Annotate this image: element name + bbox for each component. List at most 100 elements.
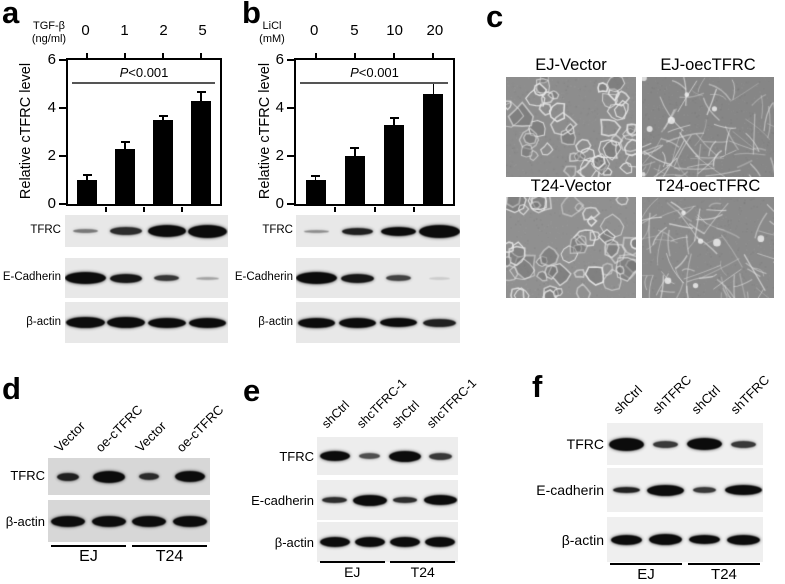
treatment-name: TGF-β xyxy=(33,20,65,32)
blot-row-label-ecadherin: E-Cadherin xyxy=(2,271,61,283)
dose-label: 2 xyxy=(159,22,168,39)
x-bottom-tick xyxy=(334,206,337,212)
bar-chart-b: 0 2 4 6 P<0.001 xyxy=(276,52,455,212)
lane-label: shCtrl xyxy=(609,382,645,417)
wb-band xyxy=(92,470,125,483)
wb-band xyxy=(91,515,126,527)
lane-label: shTFRC xyxy=(726,372,772,417)
western-blot-strip-ecadherin xyxy=(296,258,460,298)
panel-letter-b: b xyxy=(242,0,261,30)
group-label: EJ xyxy=(344,564,361,580)
x-top-tick xyxy=(124,52,126,58)
blot-row-label-bactin: β-actin xyxy=(26,316,61,328)
group-underline xyxy=(688,563,760,565)
wb-band xyxy=(612,487,641,493)
significance-label: P<0.001 xyxy=(119,65,169,80)
blot-row-label-ecadherin: E-cadherin xyxy=(251,493,314,508)
wb-band xyxy=(419,224,460,238)
blot-row-label-tfrc: TFRC xyxy=(30,224,61,236)
significance-label: P<0.001 xyxy=(350,65,399,80)
lane-label: shcTFRC-1 xyxy=(424,375,480,431)
error-bar xyxy=(86,174,88,180)
wb-band xyxy=(109,273,143,283)
dose-label: 1 xyxy=(120,22,129,39)
micrograph-t24-vector xyxy=(506,197,636,298)
blot-row-label-bactin: β-actin xyxy=(258,316,293,328)
wb-band xyxy=(341,273,374,283)
y-axis-tick xyxy=(59,58,66,62)
y-axis-tick xyxy=(59,202,66,206)
y-axis-tick xyxy=(287,58,294,62)
bar xyxy=(115,148,135,204)
western-blot-strip-tfrc xyxy=(65,215,228,247)
treatment-unit: (ng/ml) xyxy=(31,32,67,45)
wb-band xyxy=(726,534,761,545)
western-blot-strip-ecadherin xyxy=(317,480,458,520)
wb-band xyxy=(381,226,416,236)
error-bar-cap xyxy=(311,175,321,178)
y-axis-label-b: Relative cTFRC level xyxy=(257,62,273,200)
x-bottom-tick xyxy=(181,206,183,212)
wb-band xyxy=(148,317,186,328)
dose-labels-b: 0 5 10 20 xyxy=(294,22,455,39)
group-label: T24 xyxy=(711,566,737,583)
western-blot-strip-tfrc xyxy=(296,215,460,247)
blot-row-label-tfrc: TFRC xyxy=(566,436,604,452)
micrograph-label-ej-oectfrc: EJ-oecTFRC xyxy=(660,56,756,74)
group-underline xyxy=(51,545,126,547)
y-axis-label-a: Relative cTFRC level xyxy=(18,62,34,200)
western-blot-strip-bactin xyxy=(65,302,228,343)
wb-band xyxy=(132,515,167,527)
y-axis-tick xyxy=(59,154,66,158)
wb-band xyxy=(428,452,452,460)
y-tick-label: 4 xyxy=(47,99,56,116)
wb-band xyxy=(109,227,143,235)
error-bar-cap xyxy=(82,173,92,176)
wb-band xyxy=(380,318,417,327)
micrograph-ej-oectfrc xyxy=(642,77,774,177)
wb-band xyxy=(652,440,679,448)
x-bottom-tick xyxy=(105,206,107,212)
bar xyxy=(191,100,211,204)
blot-row-label-ecadherin: E-cadherin xyxy=(536,482,604,498)
wb-band xyxy=(139,473,160,480)
lane-label: shCtrl xyxy=(687,382,723,417)
treatment-label-b: LiCl (mM) xyxy=(250,20,294,45)
wb-band xyxy=(304,229,329,233)
y-axis-tick xyxy=(287,106,294,110)
y-tick-label: 0 xyxy=(275,195,284,212)
wb-band xyxy=(196,276,219,280)
y-tick-label: 2 xyxy=(47,147,56,164)
y-axis-tick xyxy=(59,106,66,110)
y-tick-label: 6 xyxy=(47,51,56,68)
wb-band xyxy=(425,537,456,547)
blot-row-label-tfrc: TFRC xyxy=(279,449,314,464)
micrograph-label-ej-vector: EJ-Vector xyxy=(535,56,607,74)
dose-label: 20 xyxy=(426,22,444,39)
y-tick-label: 2 xyxy=(275,147,284,164)
micrograph-label-t24-oectfrc: T24-oecTFRC xyxy=(655,177,761,195)
significance-line xyxy=(300,82,448,84)
wb-band xyxy=(107,317,145,328)
significance-line xyxy=(72,82,215,84)
error-bar xyxy=(162,116,164,120)
panel-letter-d: d xyxy=(2,371,21,406)
error-bar-cap xyxy=(196,91,206,94)
wb-band xyxy=(319,537,350,547)
wb-band xyxy=(389,450,421,462)
y-tick-label: 4 xyxy=(275,99,284,116)
western-blot-strip-bactin xyxy=(296,302,460,343)
wb-band xyxy=(423,318,456,327)
panel-letter-a: a xyxy=(2,0,20,30)
wb-band xyxy=(686,438,723,450)
y-tick-label: 0 xyxy=(47,195,56,212)
lane-label: shTFRC xyxy=(648,372,694,417)
western-blot-strip-tfrc xyxy=(317,437,458,475)
western-blot-strip-tfrc xyxy=(48,458,210,495)
panel-letter-c: c xyxy=(486,0,504,34)
wb-band xyxy=(65,272,106,284)
error-bar xyxy=(200,92,202,101)
western-blot-strip-ecadherin xyxy=(607,468,763,512)
wb-band xyxy=(57,472,80,481)
group-label: EJ xyxy=(79,548,98,565)
